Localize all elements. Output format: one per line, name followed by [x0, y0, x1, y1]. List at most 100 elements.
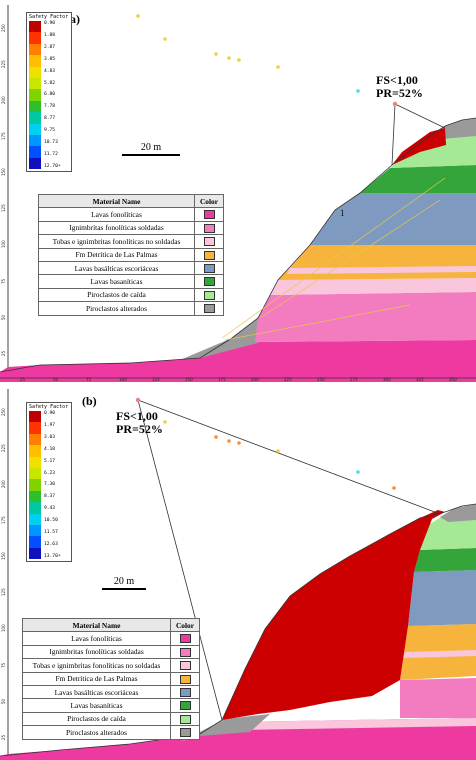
scale-value: 10.50 — [44, 518, 58, 524]
material-color — [194, 274, 224, 289]
layer-lavas-basalticas — [310, 193, 476, 245]
scale-value: 7.78 — [44, 104, 56, 110]
pr-value: PR=52% — [116, 422, 163, 436]
y-tick-label: 150 — [1, 168, 6, 176]
material-color — [170, 644, 200, 660]
color-step — [29, 55, 41, 67]
color-step — [29, 536, 41, 548]
color-swatch — [179, 714, 191, 724]
color-step — [29, 411, 41, 423]
color-step — [29, 490, 41, 503]
scale-value: 4.83 — [44, 68, 56, 74]
material-color — [194, 220, 224, 236]
color-step — [29, 467, 41, 480]
panel-b: 250 225 200 175 150 125 100 75 50 25 (b) FS<1,00 … — [0, 384, 476, 760]
header-color: Color — [194, 193, 224, 209]
layer-fm-detritica — [278, 245, 476, 280]
color-step — [29, 146, 41, 158]
scale-value: 7.30 — [44, 482, 56, 488]
x-tick-label: 350 — [449, 377, 457, 382]
x-tick-label: 50 — [53, 377, 59, 382]
material-name: Piroclastos alterados — [38, 301, 195, 316]
material-name: Tobas e ignimbritas fonolíticas no solda… — [22, 658, 171, 673]
color-swatch — [203, 250, 215, 260]
color-swatch — [203, 304, 215, 314]
color-scale — [29, 21, 41, 170]
table-row: Lavas basaníticas — [22, 698, 200, 713]
layer-lavas-basaniticas — [360, 165, 476, 193]
scale-value: 2.87 — [44, 44, 56, 50]
color-swatch — [179, 647, 191, 657]
layer-ignimbritas-soldadas — [400, 678, 476, 718]
material-name: Ignimbritas fonolíticas soldadas — [22, 644, 171, 660]
header-material-name: Material Name — [38, 193, 195, 209]
safety-factor-title: Safety Factor — [29, 404, 69, 410]
y-tick-label: 150 — [1, 552, 6, 560]
material-name: Piroclastos alterados — [22, 725, 171, 740]
table-row: Lavas fonolíticas — [38, 207, 224, 222]
scale-value: 11.72 — [44, 151, 58, 157]
layer-tobas-stripe — [403, 650, 476, 658]
y-tick-label: 100 — [1, 624, 6, 632]
scale-value: 13.70+ — [44, 553, 61, 559]
x-tick-label: 200 — [251, 377, 259, 382]
fs-annotation: FS<1,00 PR=52% — [116, 410, 163, 436]
material-name: Tobas e ignimbritas fonolíticas no solda… — [38, 234, 195, 249]
scale-value: 4.10 — [44, 446, 56, 452]
color-scale — [29, 411, 41, 560]
color-swatch — [203, 223, 215, 233]
safety-factor-legend: Safety Factor 0.90 1.88 2.87 3.85 4.83 5.82 6.… — [26, 12, 72, 172]
x-tick-label: 325 — [416, 377, 424, 382]
scale-value: 8.37 — [44, 494, 56, 500]
scale-value: 9.75 — [44, 128, 56, 134]
y-tick-label: 100 — [1, 240, 6, 248]
material-name: Lavas fonolíticas — [38, 207, 195, 222]
material-color — [170, 658, 200, 673]
material-name: Lavas basaníticas — [38, 274, 195, 289]
fs-value: FS<1,00 — [116, 409, 158, 423]
table-row: Piroclastos de caída — [38, 287, 224, 303]
scale-value: 0.90 — [44, 411, 56, 416]
scale-label: 20 m — [113, 576, 135, 587]
x-tick-label: 100 — [119, 377, 127, 382]
x-tick-label: 250 — [317, 377, 325, 382]
scale-value: 10.73 — [44, 140, 58, 146]
table-row: Ignimbritas fonolíticas soldadas — [22, 644, 200, 660]
x-tick-label: 175 — [218, 377, 226, 382]
color-swatch — [203, 237, 215, 247]
material-name: Lavas basálticas escoriáceas — [38, 260, 195, 276]
material-name: Lavas basálticas escoriáceas — [22, 684, 171, 700]
x-tick-label: 125 — [152, 377, 160, 382]
scale-values: 0.90 1.88 2.87 3.85 4.83 5.82 6.80 7.78 8.77 9.75… — [44, 21, 61, 169]
header-color: Color — [170, 617, 200, 633]
table-row: Piroclastos de caída — [22, 711, 200, 727]
color-swatch — [203, 277, 215, 287]
table-row: Piroclastos alterados — [38, 301, 224, 316]
scale-value: 6.23 — [44, 470, 56, 476]
y-tick-label: 50 — [1, 314, 6, 320]
scale-value: 1.88 — [44, 32, 56, 38]
slope-section-b: 250 225 200 175 150 125 100 75 50 25 — [0, 389, 476, 760]
color-step — [29, 66, 41, 78]
table-row: Lavas basálticas escoriáceas — [38, 260, 224, 276]
color-swatch — [179, 634, 191, 644]
scale-value: 5.17 — [44, 458, 56, 464]
color-step — [29, 89, 41, 101]
color-step — [29, 433, 41, 446]
x-tick-label: 150 — [185, 377, 193, 382]
scale-value: 5.82 — [44, 80, 56, 86]
color-step — [29, 445, 41, 457]
color-step — [29, 524, 41, 537]
material-table: Material Name Color Lavas fonolíticas Ign… — [38, 193, 224, 316]
color-swatch — [203, 210, 215, 220]
scale-value: 3.03 — [44, 434, 56, 440]
layer-lavas-fonoliticas — [0, 340, 476, 382]
y-tick-label: 200 — [1, 96, 6, 104]
layer-lavas-fonoliticas — [0, 718, 476, 760]
color-step — [29, 32, 41, 44]
color-step — [29, 513, 41, 525]
scale-value: 11.57 — [44, 530, 58, 536]
scale-value: 0.90 — [44, 21, 56, 26]
y-tick-label: 250 — [1, 408, 6, 416]
fs-value: FS<1,00 — [376, 73, 418, 87]
